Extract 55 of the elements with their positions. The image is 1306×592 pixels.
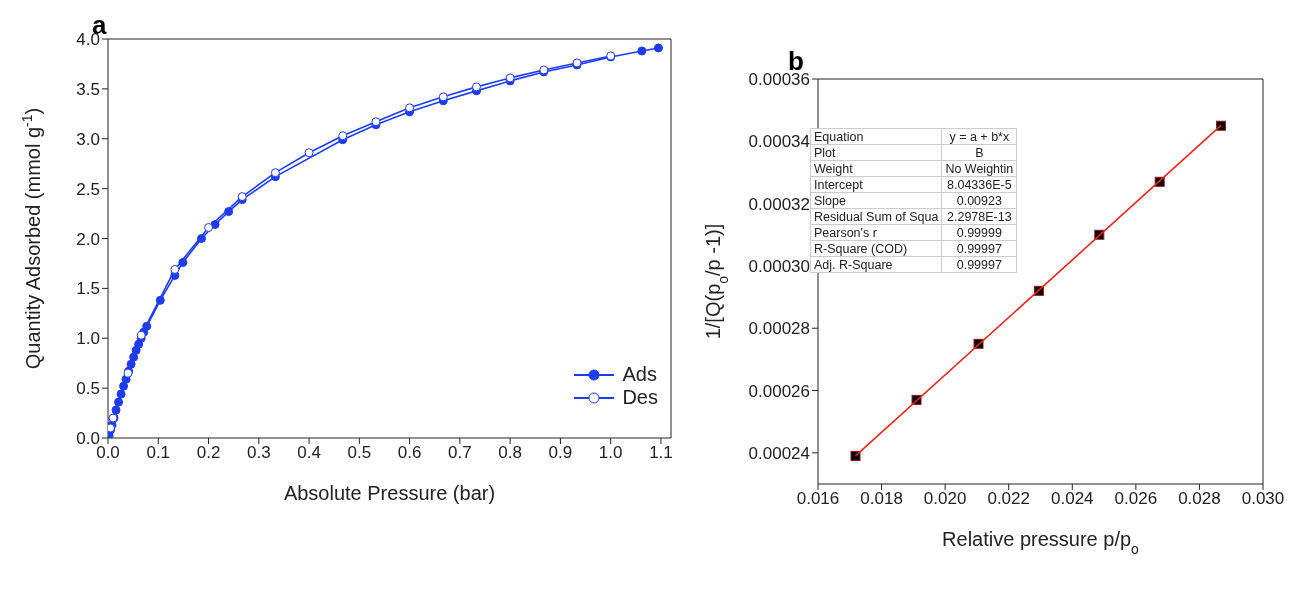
x-tick-label: 0.0 (96, 443, 120, 463)
x-tick-label: 0.018 (860, 489, 903, 509)
annotation: Residual Sum of Squa (810, 208, 942, 225)
annotation: No Weightin (941, 160, 1017, 177)
x-tick-label: 0.024 (1051, 489, 1094, 509)
x-tick-label: 0.8 (498, 443, 522, 463)
annotation: Slope (810, 192, 942, 209)
x-tick-label: 0.4 (297, 443, 321, 463)
annotation: 0.99997 (941, 240, 1017, 257)
y-tick-label: 0.00028 (748, 319, 810, 339)
annotation: Intercept (810, 176, 942, 193)
y-tick-label: 0.00030 (748, 256, 810, 276)
y-tick-label: 2.5 (76, 179, 100, 199)
x-tick-label: 0.9 (548, 443, 573, 463)
y-tick-label: 3.0 (76, 129, 100, 149)
x-tick-label: 0.2 (196, 443, 221, 463)
annotation: Weight (810, 160, 942, 177)
x-axis-title: Absolute Pressure (bar) (283, 482, 496, 504)
x-tick-label: 0.028 (1178, 489, 1221, 509)
x-tick-label: 0.020 (923, 489, 967, 509)
y-tick-label: 0.00026 (748, 381, 810, 401)
x-tick-label: 1.0 (598, 443, 623, 463)
x-tick-label: 0.022 (987, 489, 1030, 509)
annotation: R-Square (COD) (810, 240, 942, 257)
annotation: Adj. R-Square (810, 256, 942, 273)
legend-label: Des (622, 386, 658, 409)
annotation: Equation (810, 128, 942, 145)
annotation: B (941, 144, 1017, 161)
y-tick-label: 0.00034 (748, 132, 810, 152)
annotation: 0.99999 (941, 224, 1017, 241)
annotation: 0.00923 (941, 192, 1017, 209)
annotation: Pearson's r (810, 224, 942, 241)
y-tick-label: 0.00032 (748, 194, 810, 214)
x-tick-label: 0.7 (448, 443, 472, 463)
x-tick-label: 0.026 (1114, 489, 1158, 509)
annotation: 8.04336E-5 (941, 176, 1017, 193)
legend-label: Ads (622, 363, 657, 386)
y-tick-label: 1.0 (76, 329, 100, 349)
x-tick-label: 0.016 (796, 489, 840, 509)
x-tick-label: 1.1 (649, 443, 673, 463)
x-tick-label: 0.030 (1241, 489, 1285, 509)
annotation: 2.2978E-13 (941, 208, 1017, 225)
y-tick-label: 0.00024 (748, 443, 810, 463)
x-tick-label: 0.5 (347, 443, 372, 463)
x-axis-title: Relative pressure p/p$_{o}$ (942, 528, 1140, 557)
x-tick-label: 0.3 (246, 443, 271, 463)
y-tick-label: 3.5 (76, 79, 100, 99)
y-tick-label: 2.0 (76, 229, 100, 249)
annotation: 0.99997 (941, 256, 1017, 273)
x-tick-label: 0.1 (146, 443, 171, 463)
y-tick-label: 0.5 (76, 379, 100, 399)
y-tick-label: 1.5 (76, 279, 100, 299)
annotation: y = a + b*x (941, 128, 1017, 145)
annotation: Plot (810, 144, 942, 161)
x-tick-label: 0.6 (397, 443, 422, 463)
